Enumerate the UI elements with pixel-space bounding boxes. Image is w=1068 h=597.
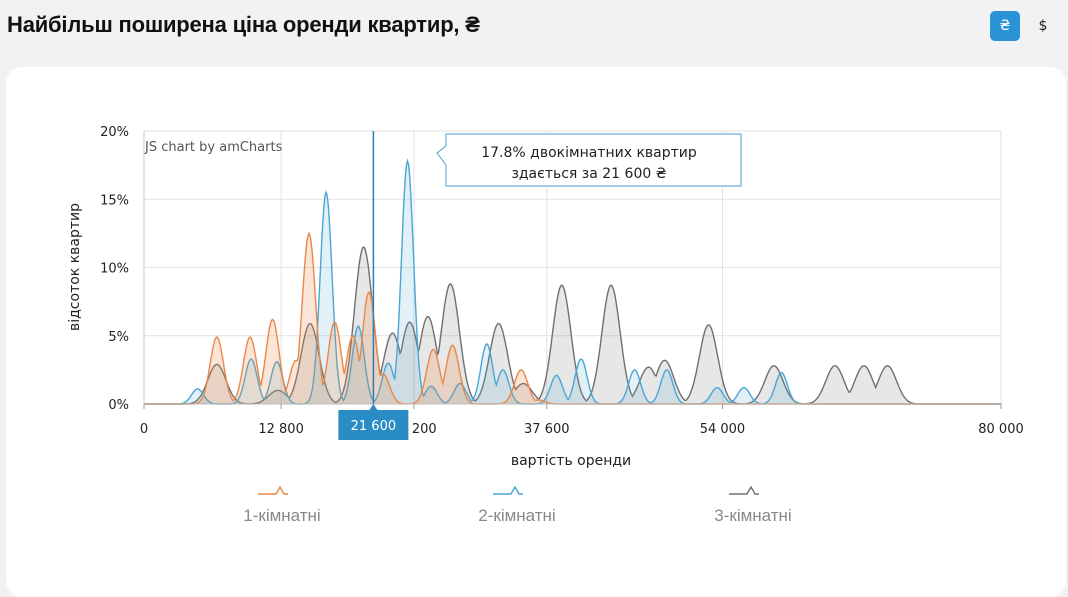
- chart-axes: 0%5%10%15%20%0 12 800 25 200 37 600 54 000 80…: [100, 125, 1024, 437]
- legend-marker: [729, 485, 759, 495]
- tooltip-line-1: 17.8% двокімнатних квартир: [481, 145, 697, 161]
- legend-label: 1-кімнатні: [243, 506, 320, 525]
- y-tick-label: 0%: [108, 398, 129, 413]
- cursor-label-box: [338, 410, 409, 440]
- series-3-room-area: [144, 247, 1001, 404]
- y-tick-label: 15%: [100, 193, 129, 208]
- legend-label: 3-кімнатні: [714, 506, 791, 525]
- legend-item-2[interactable]: 2-кімнатні: [478, 485, 556, 525]
- chart-cursor: 21 600: [338, 131, 409, 440]
- cursor-label-pointer: [369, 404, 378, 410]
- legend-item-1[interactable]: 1-кімнатні: [243, 485, 321, 525]
- chart-credit: JS chart by amCharts: [144, 140, 283, 155]
- y-tick-label: 5%: [108, 330, 129, 345]
- chart-tooltip: 17.8% двокімнатних квартир здається за 2…: [436, 133, 742, 187]
- cursor-label: 21 600: [351, 419, 397, 434]
- x-tick-label: 0: [140, 422, 148, 437]
- x-tick-label: 37 600: [524, 422, 570, 437]
- x-tick-label: 54 000: [700, 422, 746, 437]
- series-1-room-area: [144, 233, 1001, 404]
- y-tick-label: 20%: [100, 125, 129, 140]
- legend-item-3[interactable]: 3-кімнатні: [714, 485, 792, 525]
- tooltip-box: [436, 133, 742, 187]
- currency-usd-button[interactable]: $: [1038, 18, 1048, 34]
- series-2-room-area: [144, 161, 1001, 404]
- chart-series-layer: [144, 158, 1001, 405]
- currency-uah-button[interactable]: ₴: [990, 11, 1020, 41]
- price-distribution-chart[interactable]: JS chart by amCharts 0% 5% 10% 15% 20% 0 12 80…: [6, 67, 1066, 580]
- x-tick-label: 80 000: [978, 422, 1024, 437]
- legend-label: 2-кімнатні: [478, 506, 555, 525]
- y-axis-label: відсоток квартир: [67, 203, 83, 331]
- x-axis-label: вартість оренди: [511, 453, 631, 469]
- page-title: Найбільш поширена ціна оренди квартир, ₴: [7, 12, 480, 37]
- legend-marker: [258, 485, 288, 495]
- chart-legend: 1-кімнатні 2-кімнатні 3-кімнатні: [243, 485, 792, 525]
- legend-marker: [493, 485, 523, 495]
- y-tick-label: 10%: [100, 262, 129, 277]
- chart-card: JS chart by amCharts 0% 5% 10% 15% 20% 0 12 80…: [6, 67, 1066, 597]
- x-tick-label: 12 800: [258, 422, 304, 437]
- tooltip-line-2: здається за 21 600 ₴: [511, 166, 666, 182]
